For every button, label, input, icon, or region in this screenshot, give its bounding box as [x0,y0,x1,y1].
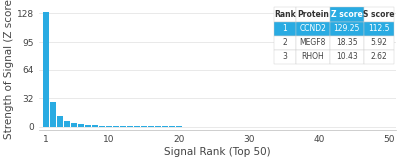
Bar [71,123,77,127]
Text: CCND2: CCND2 [299,24,326,33]
Text: 2.62: 2.62 [370,52,387,62]
Text: S score: S score [363,10,394,19]
Bar [127,126,133,127]
Y-axis label: Strength of Signal (Z score): Strength of Signal (Z score) [4,0,14,139]
Text: Protein: Protein [297,10,329,19]
Bar [57,116,63,127]
Bar [78,124,84,127]
X-axis label: Signal Rank (Top 50): Signal Rank (Top 50) [164,147,271,157]
Text: Z score: Z score [331,10,363,19]
Bar [120,126,126,127]
Bar [141,126,147,127]
Text: 129.25: 129.25 [334,24,360,33]
Bar [43,12,49,127]
Bar [162,126,168,127]
Text: 112.5: 112.5 [368,24,390,33]
Text: 3: 3 [282,52,287,62]
Bar [134,126,140,127]
Bar [106,126,112,127]
Bar [50,102,56,127]
Bar [148,126,154,127]
Text: 2: 2 [282,38,287,47]
Text: 5.92: 5.92 [370,38,387,47]
Text: 18.35: 18.35 [336,38,358,47]
Text: 10.43: 10.43 [336,52,358,62]
Text: MEGF8: MEGF8 [300,38,326,47]
Bar [99,126,105,127]
Bar [113,126,119,127]
Bar [64,121,70,127]
Text: Rank: Rank [274,10,296,19]
Bar [92,125,98,127]
Bar [85,125,91,127]
Bar [155,126,161,127]
Text: 1: 1 [282,24,287,33]
Text: RHOH: RHOH [302,52,324,62]
